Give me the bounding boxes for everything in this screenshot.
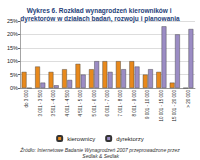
svg-text:25%: 25%: [7, 18, 18, 24]
svg-text:dyrektorzy: dyrektorzy: [116, 136, 144, 142]
svg-text:10%: 10%: [7, 58, 18, 64]
svg-text:6 001 - 7 000: 6 001 - 7 000: [105, 90, 110, 117]
svg-text:4 001 - 4 500: 4 001 - 4 500: [65, 90, 70, 117]
svg-text:5%: 5%: [10, 72, 18, 78]
svg-text:3 001 - 3 500: 3 001 - 3 500: [38, 90, 43, 117]
svg-text:4 501 - 5 000: 4 501 - 5 000: [78, 90, 83, 117]
svg-text:8 001 - 9 000: 8 001 - 9 000: [132, 90, 137, 117]
svg-text:20%: 20%: [7, 31, 18, 37]
svg-text:Wykres 6. Rozkład wynagrodzeń: Wykres 6. Rozkład wynagrodzeń kierownikó…: [27, 7, 174, 15]
svg-text:Sedlak & Sedlak: Sedlak & Sedlak: [81, 153, 120, 159]
svg-text:> 20 000: > 20 000: [186, 90, 191, 108]
svg-text:kierownicy: kierownicy: [67, 136, 95, 142]
svg-text:Źródło: Internetowe Badanie Wy: Źródło: Internetowe Badanie Wynagrodzeń …: [20, 147, 180, 153]
svg-text:dyrektorów w działach badań, r: dyrektorów w działach badań, rozwoju i p…: [20, 15, 180, 23]
svg-text:do 3 000: do 3 000: [24, 90, 29, 108]
svg-text:9 001 - 10 000: 9 001 - 10 000: [145, 90, 150, 120]
svg-text:15 001 - 20 000: 15 001 - 20 000: [172, 90, 177, 122]
svg-text:3 501 - 4 000: 3 501 - 4 000: [51, 90, 56, 117]
svg-text:10 001 - 15 000: 10 001 - 15 000: [159, 90, 164, 122]
svg-text:15%: 15%: [7, 45, 18, 51]
svg-text:7 001 - 8 000: 7 001 - 8 000: [118, 90, 123, 117]
svg-text:5 001 - 6 000: 5 001 - 6 000: [92, 90, 97, 117]
svg-text:0%: 0%: [10, 85, 18, 91]
